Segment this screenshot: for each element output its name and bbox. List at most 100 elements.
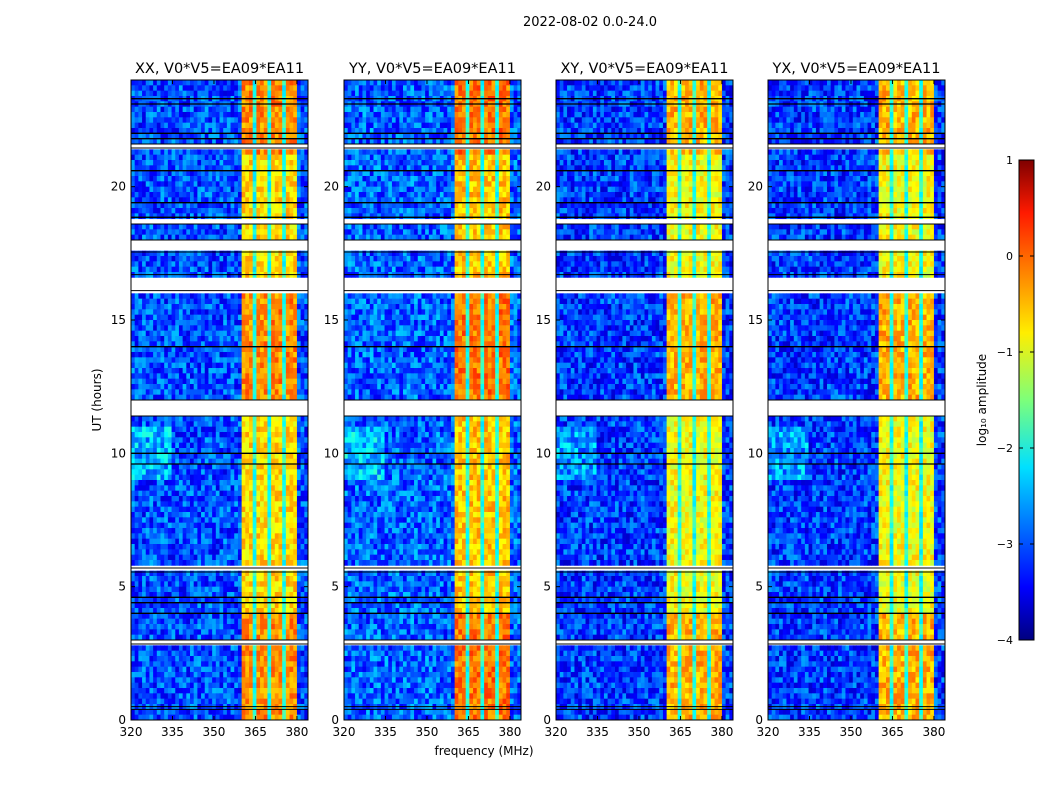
heatmap-cell <box>208 581 213 588</box>
heatmap-cell <box>186 538 191 545</box>
heatmap-cell <box>212 90 217 97</box>
heatmap-cell <box>208 469 213 476</box>
heatmap-cell <box>156 224 161 230</box>
heatmap-cell <box>134 576 139 582</box>
heatmap-cell <box>278 266 283 273</box>
heatmap-cell <box>234 496 239 502</box>
heatmap-cell <box>149 586 154 593</box>
heatmap-cell <box>131 666 136 673</box>
heatmap-cell <box>263 250 268 257</box>
heatmap-cell <box>212 533 217 540</box>
heatmap-cell <box>215 202 220 209</box>
heatmap-cell <box>234 608 239 614</box>
heatmap-cell <box>175 458 180 465</box>
heatmap-cell <box>149 122 154 129</box>
heatmap-cell <box>164 117 169 124</box>
heatmap-cell <box>201 656 206 662</box>
heatmap-cell <box>215 512 220 518</box>
heatmap-cell <box>249 384 254 390</box>
heatmap-cell <box>271 432 276 438</box>
heatmap-cell <box>138 416 143 422</box>
heatmap-cell <box>149 192 154 198</box>
heatmap-cell <box>208 474 213 481</box>
heatmap-cell <box>190 549 195 556</box>
heatmap-cell <box>241 613 246 620</box>
heatmap-cell <box>282 613 287 620</box>
heatmap-cell <box>153 512 158 518</box>
heatmap-cell <box>223 528 228 534</box>
heatmap-cell <box>208 416 213 422</box>
heatmap-cell <box>234 330 239 337</box>
heatmap-cell <box>190 234 195 241</box>
heatmap-cell <box>197 586 202 593</box>
heatmap-cell <box>160 560 165 566</box>
heatmap-cell <box>134 656 139 662</box>
heatmap-cell <box>182 229 187 236</box>
heatmap-cell <box>134 416 139 422</box>
heatmap-cell <box>131 656 136 662</box>
heatmap-cell <box>278 165 283 172</box>
heatmap-cell <box>234 160 239 166</box>
heatmap-cell <box>134 442 139 449</box>
heatmap-cell <box>134 160 139 166</box>
heatmap-cell <box>142 698 147 705</box>
heatmap-cell <box>249 629 254 636</box>
heatmap-cell <box>260 128 265 134</box>
heatmap-cell <box>178 309 184 316</box>
heatmap-cell <box>260 464 265 470</box>
heatmap-cell <box>215 346 220 353</box>
heatmap-cell <box>160 373 165 380</box>
heatmap-cell <box>274 496 279 502</box>
heatmap-cell <box>160 341 165 348</box>
heatmap-cell <box>300 416 305 422</box>
heatmap-cell <box>171 224 176 230</box>
heatmap-cell <box>186 602 191 609</box>
heatmap-cell <box>285 661 290 668</box>
heatmap-cell <box>300 666 305 673</box>
heatmap-cell <box>201 213 206 220</box>
heatmap-cell <box>178 522 184 529</box>
heatmap-cell <box>193 362 198 369</box>
heatmap-cell <box>204 592 209 598</box>
heatmap-cell <box>212 112 217 118</box>
heatmap-cell <box>190 581 195 588</box>
heatmap-cell <box>164 336 169 342</box>
heatmap-cell <box>204 581 209 588</box>
heatmap-cell <box>293 256 298 262</box>
heatmap-cell <box>282 352 287 358</box>
heatmap-cell <box>182 384 187 390</box>
heatmap-cell <box>278 485 283 492</box>
heatmap-cell <box>289 448 294 454</box>
heatmap-cell <box>215 597 220 604</box>
heatmap-cell <box>138 346 143 353</box>
heatmap-cell <box>193 677 198 684</box>
heatmap-cell <box>208 688 213 694</box>
heatmap-cell <box>219 309 224 316</box>
heatmap-cell <box>156 517 161 524</box>
heatmap-cell <box>134 432 139 438</box>
heatmap-cell <box>190 384 195 390</box>
heatmap-cell <box>145 474 150 481</box>
heatmap-cell <box>282 650 287 657</box>
heatmap-cell <box>271 490 276 497</box>
heatmap-cell <box>131 197 136 204</box>
heatmap-cell <box>178 213 184 220</box>
heatmap-cell <box>241 581 246 588</box>
heatmap-cell <box>241 501 246 508</box>
heatmap-cell <box>289 266 294 273</box>
heatmap-cell <box>186 618 191 625</box>
heatmap-cell <box>219 581 224 588</box>
heatmap-cell <box>278 202 283 209</box>
heatmap-cell <box>167 85 172 92</box>
heatmap-cell <box>300 437 305 444</box>
heatmap-cell <box>160 336 165 342</box>
heatmap-cell <box>252 677 257 684</box>
heatmap-cell <box>204 421 209 428</box>
heatmap-cell <box>145 373 150 380</box>
heatmap-cell <box>230 469 235 476</box>
heatmap-cell <box>296 613 302 620</box>
heatmap-cell <box>252 592 257 598</box>
heatmap-cell <box>175 229 180 236</box>
heatmap-cell <box>271 538 276 545</box>
heatmap-cell <box>241 154 246 161</box>
